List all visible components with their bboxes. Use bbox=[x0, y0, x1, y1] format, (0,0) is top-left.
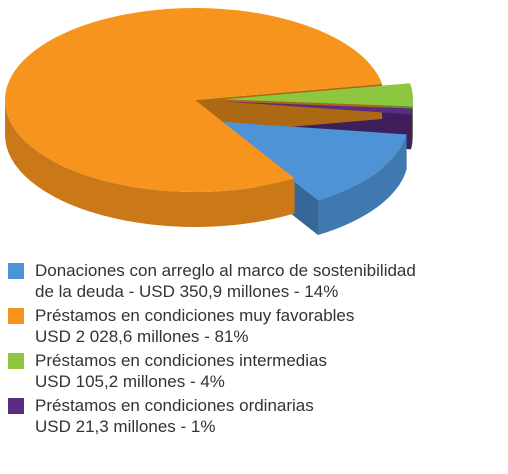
legend-label: Donaciones con arreglo al marco de soste… bbox=[35, 261, 416, 301]
legend-swatch bbox=[8, 353, 24, 369]
legend: Donaciones con arreglo al marco de soste… bbox=[8, 260, 508, 440]
slice-side bbox=[317, 134, 407, 236]
slice-side bbox=[5, 100, 295, 228]
legend-item: Donaciones con arreglo al marco de soste… bbox=[8, 260, 508, 302]
legend-swatch bbox=[8, 263, 24, 279]
slice-side bbox=[412, 99, 413, 142]
slice bbox=[222, 83, 413, 107]
legend-item: Préstamos en condiciones ordinarias USD … bbox=[8, 395, 508, 437]
legend-label: Préstamos en condiciones intermedias USD… bbox=[35, 351, 327, 391]
slice bbox=[222, 101, 413, 115]
legend-item: Préstamos en condiciones intermedias USD… bbox=[8, 350, 508, 392]
legend-swatch bbox=[8, 398, 24, 414]
chart bbox=[5, 7, 413, 236]
slice bbox=[5, 7, 383, 192]
legend-item: Préstamos en condiciones muy favorables … bbox=[8, 305, 508, 347]
legend-label: Préstamos en condiciones muy favorables … bbox=[35, 306, 355, 346]
legend-swatch bbox=[8, 308, 24, 324]
slice bbox=[218, 121, 407, 201]
legend-label: Préstamos en condiciones ordinarias USD … bbox=[35, 396, 314, 436]
slice-side bbox=[410, 108, 413, 150]
